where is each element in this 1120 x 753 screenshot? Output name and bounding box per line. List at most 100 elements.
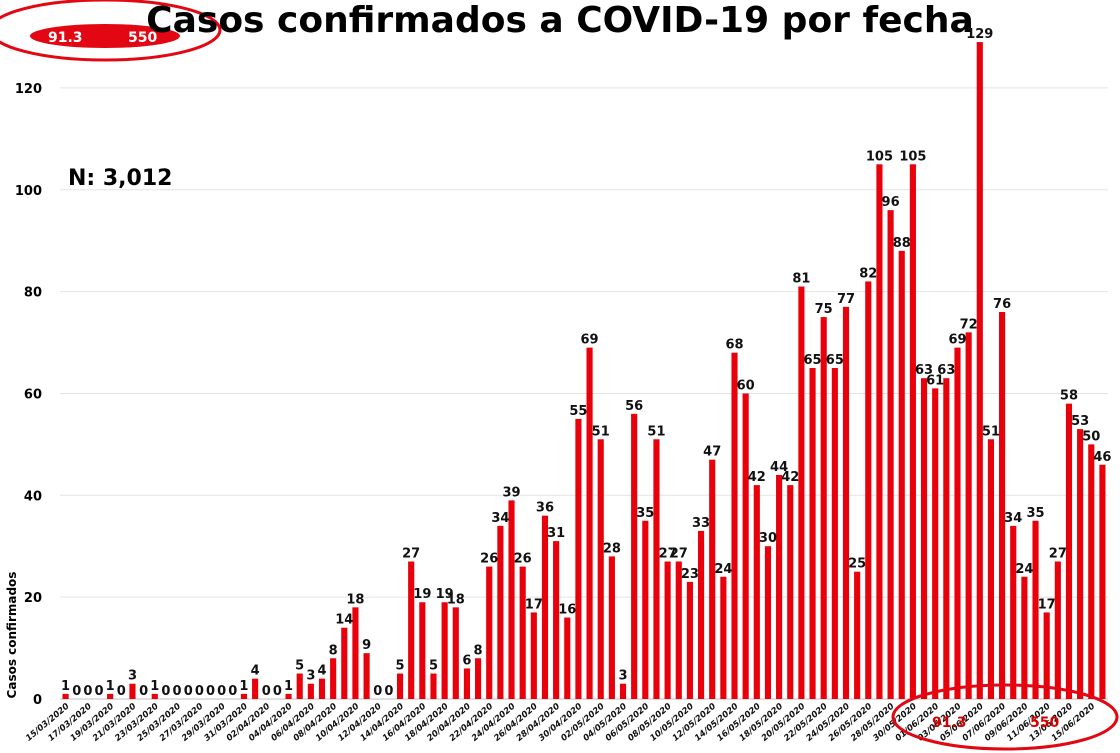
data-label: 58 — [1060, 389, 1078, 404]
data-label: 1 — [284, 679, 293, 694]
data-label: 0 — [273, 684, 282, 699]
data-label: 51 — [982, 424, 1000, 439]
bar — [1054, 561, 1061, 699]
data-label: 1 — [61, 679, 70, 694]
logo-bottom-text-right: 550 — [1030, 715, 1059, 731]
data-label: 0 — [139, 684, 148, 699]
data-label: 30 — [759, 531, 777, 546]
bar — [553, 541, 560, 699]
bar — [1065, 403, 1073, 699]
bar — [318, 678, 326, 699]
y-tick-label: 120 — [15, 82, 42, 97]
bar — [341, 627, 348, 699]
data-label: 47 — [703, 445, 721, 460]
data-label: 16 — [558, 603, 576, 618]
grid-lines — [60, 87, 1108, 700]
data-label: 23 — [681, 567, 699, 582]
logo-bottom-text-left: 91.3 — [932, 715, 967, 731]
data-label: 0 — [228, 684, 237, 699]
data-label: 65 — [826, 353, 844, 368]
bar — [842, 306, 850, 699]
logo-ellipse-inner-icon — [30, 24, 180, 48]
y-axis-ticks: 0 20 40 60 80 100 120 — [15, 82, 42, 708]
bar — [854, 571, 861, 699]
data-label: 105 — [866, 149, 893, 164]
data-label: 82 — [859, 266, 877, 281]
bar — [597, 439, 604, 699]
data-label: 44 — [770, 460, 788, 475]
bar — [1099, 464, 1106, 699]
data-label: 24 — [714, 562, 732, 577]
bar — [296, 673, 303, 699]
data-label: 42 — [748, 470, 766, 485]
data-label: 18 — [447, 592, 465, 607]
bar — [530, 612, 537, 699]
data-label: 17 — [525, 597, 543, 612]
data-label: 75 — [815, 302, 833, 317]
bar — [932, 388, 939, 699]
annotation-n: N: 3,012 — [68, 166, 172, 191]
data-label: 36 — [536, 501, 554, 516]
data-label: 27 — [402, 547, 420, 562]
data-label: 39 — [502, 485, 520, 500]
bar — [653, 439, 660, 699]
data-label: 72 — [960, 317, 978, 332]
bar — [396, 673, 404, 699]
data-label: 0 — [195, 684, 204, 699]
bar — [1077, 429, 1084, 699]
data-label: 1 — [150, 679, 159, 694]
bar — [564, 617, 571, 699]
data-label: 3 — [128, 669, 137, 684]
bar — [430, 673, 437, 699]
data-label: 24 — [1015, 562, 1033, 577]
bar — [107, 693, 114, 699]
logo-bottom-right: 91.3 550 — [891, 683, 1119, 751]
y-tick-label: 100 — [15, 184, 42, 199]
data-label: 63 — [915, 363, 933, 378]
bar — [352, 607, 359, 699]
data-label: 8 — [474, 643, 483, 658]
data-label: 5 — [295, 659, 304, 674]
bar — [642, 520, 649, 699]
bar — [631, 413, 638, 699]
bar — [954, 347, 961, 699]
bar — [675, 561, 682, 699]
bar — [486, 566, 493, 699]
bar — [943, 378, 950, 699]
bar — [697, 530, 705, 699]
data-label: 35 — [1026, 506, 1044, 521]
data-label: 51 — [647, 424, 665, 439]
data-label: 33 — [692, 516, 710, 531]
bars — [62, 42, 1106, 700]
data-label: 0 — [262, 684, 271, 699]
bar — [586, 347, 593, 699]
bar — [619, 683, 627, 699]
bar — [764, 546, 772, 699]
data-label: 3 — [306, 669, 315, 684]
data-label: 27 — [659, 547, 677, 562]
bar — [898, 250, 905, 699]
data-label: 53 — [1071, 414, 1089, 429]
bar — [129, 683, 136, 699]
data-label: 96 — [882, 195, 900, 210]
bar — [62, 693, 69, 699]
bar — [519, 566, 526, 699]
bar — [307, 683, 314, 699]
bar — [608, 556, 615, 699]
bar — [965, 332, 972, 699]
bar — [541, 515, 549, 699]
data-label: 1 — [106, 679, 115, 694]
data-label: 0 — [83, 684, 92, 699]
bar — [887, 210, 894, 699]
data-label: 0 — [72, 684, 81, 699]
data-label: 77 — [837, 292, 855, 307]
bar — [497, 525, 504, 699]
bar — [1043, 612, 1050, 699]
data-label: 50 — [1082, 429, 1100, 444]
data-label: 0 — [117, 684, 126, 699]
data-label: 0 — [161, 684, 170, 699]
bar — [876, 164, 883, 700]
bar — [731, 352, 738, 699]
bar — [999, 311, 1006, 699]
